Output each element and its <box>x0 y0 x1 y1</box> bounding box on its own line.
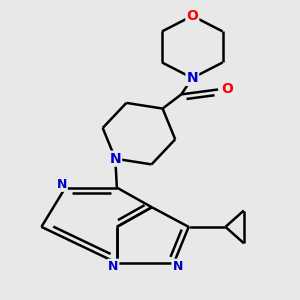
Text: O: O <box>221 82 233 97</box>
Text: N: N <box>56 178 67 191</box>
Text: N: N <box>187 71 198 85</box>
Text: N: N <box>172 260 183 273</box>
Text: O: O <box>186 9 198 23</box>
Text: N: N <box>108 260 119 273</box>
Text: N: N <box>110 152 121 166</box>
